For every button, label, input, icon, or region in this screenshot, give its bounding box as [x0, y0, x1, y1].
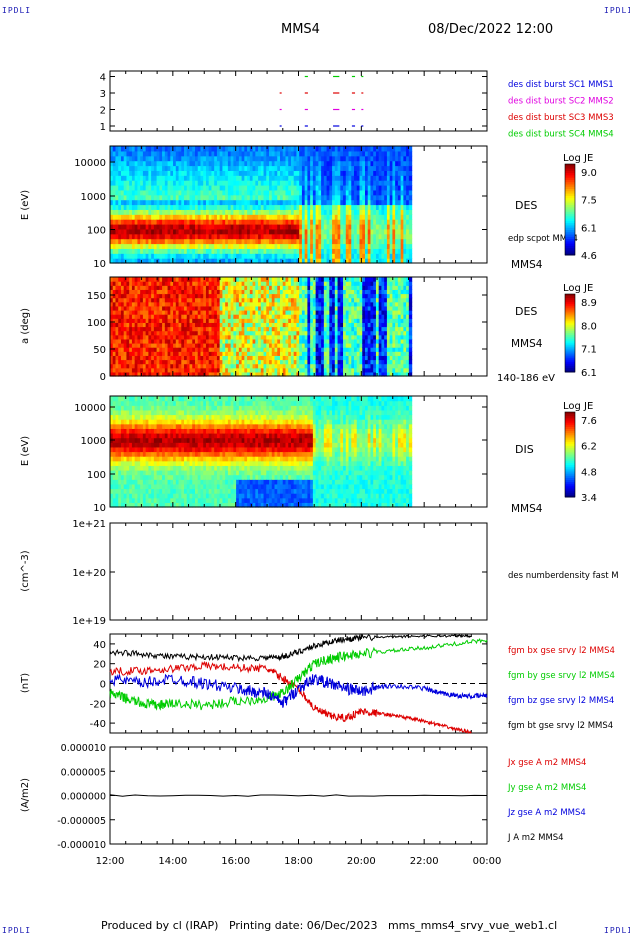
heatmap-cell: [409, 244, 412, 249]
y-tick-label: 10: [93, 259, 106, 270]
des_pitch-heatmap: [110, 277, 412, 377]
heatmap-cell: [409, 205, 412, 210]
colorbar-tick-label: 6.1: [581, 223, 597, 234]
des-energy-sc-label: MMS4: [511, 259, 543, 271]
colorbar-tick-label: 7.5: [581, 196, 597, 207]
legend-entry: des dist burst SC4 MMS4: [508, 130, 614, 140]
des_energy-heatmap: [110, 146, 412, 264]
y-tick-label: 10000: [74, 158, 106, 169]
heatmap-cell: [409, 185, 412, 190]
heatmap-cell: [409, 214, 412, 219]
heatmap-cell: [409, 166, 412, 171]
colorbar-title: Log JE: [563, 153, 593, 164]
legend-entry: des dist burst SC1 MMS1: [508, 80, 614, 90]
y-tick-label: 1000: [81, 192, 106, 203]
heatmap-cell: [409, 190, 412, 195]
legend-entry: des dist burst SC2 MMS2: [508, 97, 614, 107]
heatmap-cell: [409, 161, 412, 166]
legend-entry: des dist burst SC3 MMS3: [508, 113, 614, 123]
des-energy-ylabel: E (eV): [20, 190, 31, 220]
heatmap-cell: [409, 234, 412, 239]
des-energy-label: DES: [515, 199, 537, 212]
heatmap-cell: [409, 146, 412, 151]
heatmap-cell: [409, 209, 412, 214]
heatmap-cell: [409, 200, 412, 205]
y-tick-label: 1: [100, 122, 106, 133]
availability-frame: [110, 71, 487, 131]
y-tick-label: 4: [100, 73, 106, 84]
heatmap-cell: [409, 248, 412, 253]
heatmap-cell: [409, 253, 412, 258]
y-tick-label: 2: [100, 106, 106, 117]
heatmap-cell: [409, 239, 412, 244]
heatmap-cell: [409, 219, 412, 224]
heatmap-cell: [409, 175, 412, 180]
y-tick-label: 100: [87, 226, 106, 237]
heatmap-cell: [409, 151, 412, 156]
colorbar-tick-label: 9.0: [581, 168, 597, 179]
y-tick-label: 3: [100, 89, 106, 100]
heatmap-cell: [409, 195, 412, 200]
heatmap-cell: [409, 156, 412, 161]
heatmap-cell: [409, 170, 412, 175]
heatmap-cell: [409, 229, 412, 234]
des_energy-colorbar: [565, 164, 575, 255]
heatmap-cell: [409, 224, 412, 229]
heatmap-cell: [409, 180, 412, 185]
colorbar-tick-label: 4.6: [581, 251, 597, 262]
